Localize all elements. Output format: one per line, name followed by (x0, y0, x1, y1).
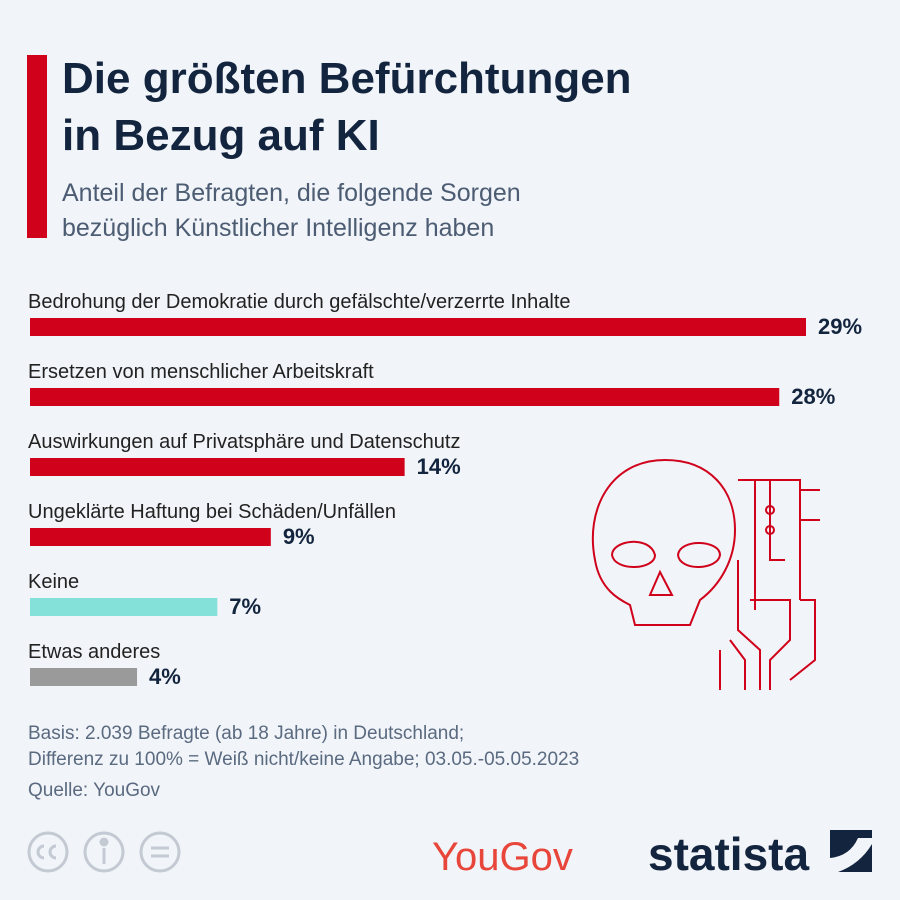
bar (30, 528, 271, 546)
value-label: 7% (229, 594, 261, 619)
license-icons (27, 831, 181, 873)
category-label: Etwas anderes (28, 641, 160, 663)
note: Basis: 2.039 Befragte (ab 18 Jahre) in D… (28, 723, 464, 744)
value-label: 9% (283, 524, 315, 549)
bar (30, 458, 405, 476)
category-label: Auswirkungen auf Privatsphäre und Datens… (28, 431, 460, 453)
category-label: Bedrohung der Demokratie durch gefälscht… (28, 291, 571, 313)
bar (30, 668, 138, 686)
note: Differenz zu 100% = Weiß nicht/keine Ang… (28, 749, 579, 770)
subtitle: Anteil der Befragten, die folgende Sorge… (62, 179, 521, 207)
value-label: 14% (417, 454, 461, 479)
source: Quelle: YouGov (28, 780, 161, 801)
yougov-logo: YouGov (432, 835, 573, 879)
value-label: 29% (818, 314, 862, 339)
category-label: Keine (28, 571, 79, 593)
title: Die größten Befürchtungen (62, 54, 632, 103)
bar (30, 318, 806, 336)
statista-logo: statista (648, 828, 809, 880)
bar (30, 388, 780, 406)
category-label: Ungeklärte Haftung bei Schäden/Unfällen (28, 501, 396, 523)
accent-bar (27, 55, 47, 238)
value-label: 28% (791, 384, 835, 409)
subtitle: bezüglich Künstlicher Intelligenz haben (62, 214, 494, 242)
value-label: 4% (149, 664, 181, 689)
skull-illustration (591, 458, 820, 690)
title: in Bezug auf KI (62, 111, 380, 160)
bar (30, 598, 218, 616)
category-label: Ersetzen von menschlicher Arbeitskraft (28, 361, 374, 383)
statista-icon (830, 830, 872, 872)
